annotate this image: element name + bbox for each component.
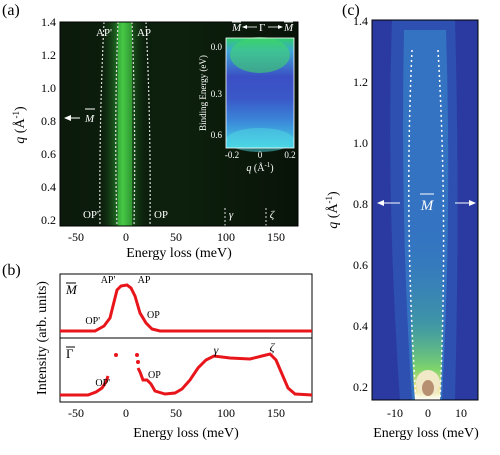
svg-text:-10: -10: [387, 406, 403, 420]
b-op-right-top: OP: [147, 310, 160, 321]
mbar-label-a: M: [84, 113, 95, 125]
svg-text:0.2: 0.2: [353, 380, 368, 394]
panel-c-x-ticks: -10 0 10: [387, 406, 467, 420]
inset-title-mid: Γ: [259, 22, 265, 34]
mbar-arrow-a: [64, 115, 80, 121]
svg-text:50: 50: [170, 406, 182, 420]
svg-text:0.0: 0.0: [211, 42, 223, 52]
panel-b-label: (b): [2, 262, 21, 279]
c-mbar-label: M: [420, 198, 435, 214]
a-xtick-3: 50: [170, 230, 182, 244]
ap-left-label: AP': [96, 27, 112, 39]
svg-text:-0.2: -0.2: [225, 150, 239, 160]
svg-text:1.2: 1.2: [353, 75, 368, 89]
b-top-point: M: [65, 282, 78, 297]
c-xlabel: Energy loss (meV): [373, 426, 479, 441]
a-xtick-1: -50: [68, 230, 84, 244]
a-ytick-5: 0.6: [41, 147, 56, 161]
panel-a-x-ticks: -50 0 50 100 150: [68, 230, 285, 244]
a-xtick-5: 150: [267, 230, 285, 244]
b-gamma: γ: [214, 343, 219, 357]
inset-y-ticks: 0.0 0.3 0.6: [211, 42, 223, 140]
b-op-left-top: OP': [85, 316, 100, 327]
a-ytick-6: 0.4: [41, 180, 56, 194]
a-xtick-4: 100: [217, 230, 235, 244]
inset-x-ticks: -0.2 0 0.2: [225, 150, 296, 160]
a-ytick-3: 1.0: [41, 81, 56, 95]
a-ylabel: q (Å-1): [11, 106, 28, 144]
gamma-point-2: [135, 353, 139, 357]
ap-right-label: AP: [137, 27, 151, 39]
a-ytick-2: 1.2: [41, 48, 56, 62]
svg-text:0.2: 0.2: [284, 150, 295, 160]
svg-text:1.0: 1.0: [353, 136, 368, 150]
svg-text:0.6: 0.6: [211, 130, 223, 140]
b-bottom-point: Γ: [66, 346, 74, 361]
inset-map: [225, 37, 295, 152]
curve-m: [60, 283, 312, 333]
b-zeta: ζ: [270, 340, 276, 354]
gamma-label: γ: [229, 209, 234, 221]
panel-c-map: [371, 19, 479, 401]
b-op-left-bottom: OP': [95, 378, 110, 389]
a-ytick-1: 1.4: [41, 15, 56, 29]
curve-gamma: [60, 352, 313, 397]
gamma-point-3: [136, 360, 140, 364]
inset-title-left: M: [231, 22, 242, 34]
b-ap-right: AP: [138, 275, 151, 286]
b-ylabel: Intensity (arb. units): [35, 281, 50, 395]
inset-ylabel: Binding Energy (eV): [198, 55, 208, 131]
panel-b-frame: [59, 273, 313, 403]
panel-c-label: (c): [342, 2, 360, 19]
svg-text:0.8: 0.8: [353, 197, 368, 211]
svg-text:0: 0: [425, 406, 431, 420]
b-op-right-bottom: OP: [148, 370, 161, 381]
svg-text:0.4: 0.4: [353, 319, 368, 333]
svg-text:100: 100: [217, 406, 235, 420]
svg-text:10: 10: [455, 406, 467, 420]
a-ytick-4: 0.8: [41, 114, 56, 128]
inset-title-right: M: [283, 22, 294, 34]
a-ytick-7: 0.2: [41, 213, 56, 227]
svg-text:0.6: 0.6: [353, 258, 368, 272]
svg-text:-50: -50: [68, 406, 84, 420]
c-ylabel: q (Å-1): [324, 191, 341, 229]
panel-c-y-ticks: 1.4 1.2 1.0 0.8 0.6 0.4 0.2: [353, 14, 368, 394]
svg-text:1.4: 1.4: [353, 14, 368, 28]
gamma-point-1: [114, 353, 118, 357]
svg-text:0: 0: [258, 150, 263, 160]
op-left-label: OP': [83, 209, 99, 221]
b-ap-left: AP': [101, 275, 116, 286]
zeta-label: ζ: [270, 209, 276, 221]
panel-a-y-ticks: 1.4 1.2 1.0 0.8 0.6 0.4 0.2: [41, 15, 56, 227]
b-xlabel: Energy loss (meV): [133, 426, 239, 441]
panel-a-label: (a): [2, 2, 20, 19]
c-arrows: [377, 200, 476, 206]
svg-text:0.3: 0.3: [211, 89, 223, 99]
svg-text:150: 150: [267, 406, 285, 420]
inset-xlabel: q (Å-1): [246, 161, 273, 174]
svg-text:0: 0: [123, 406, 129, 420]
a-xtick-2: 0: [123, 230, 129, 244]
op-right-label: OP: [154, 209, 168, 221]
panel-b-x-ticks: -50 0 50 100 150: [68, 406, 285, 420]
a-xlabel: Energy loss (meV): [126, 246, 232, 261]
